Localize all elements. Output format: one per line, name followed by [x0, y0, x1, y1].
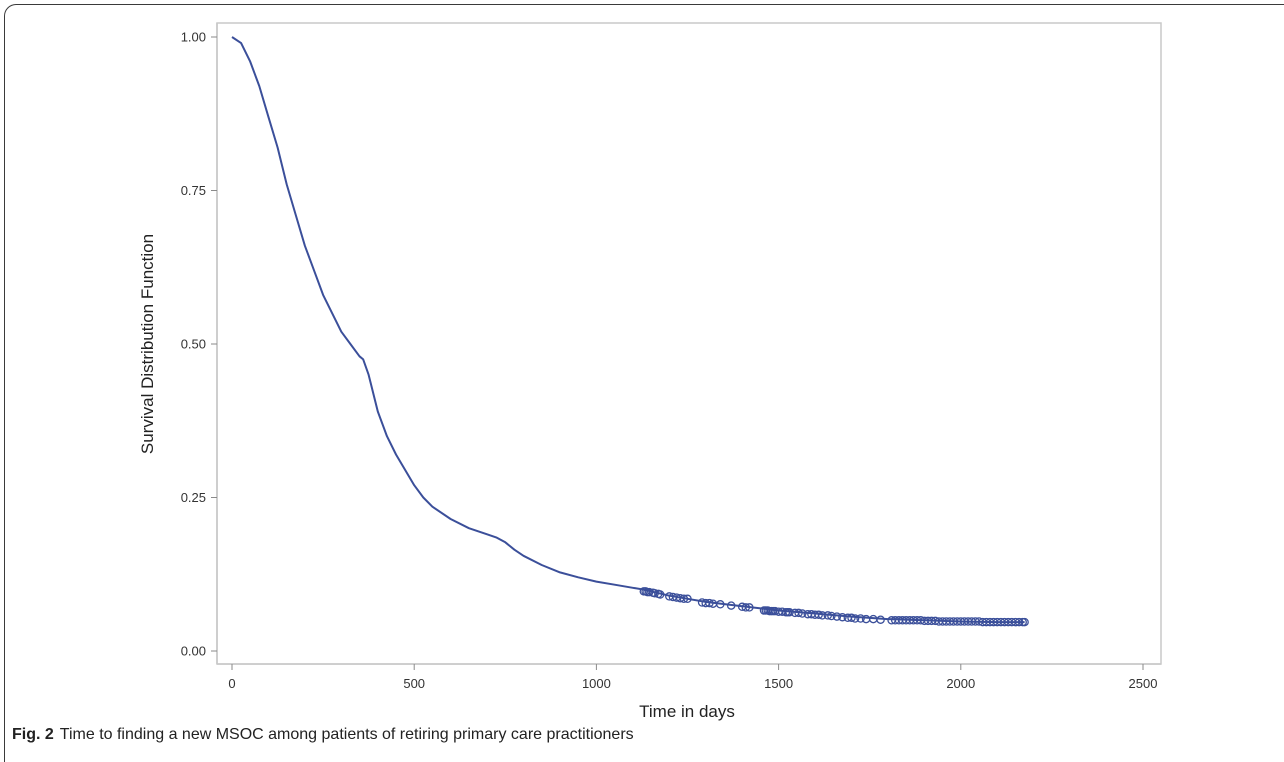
survival-curve-line [231, 36, 1025, 624]
censored-marker [850, 614, 860, 623]
censored-marker [745, 603, 754, 612]
censored-marker [794, 608, 803, 618]
x-tick-label: 500 [403, 676, 425, 691]
censored-marker [655, 590, 665, 599]
figure-caption: Fig. 2 Time to finding a new MSOC among p… [12, 726, 634, 744]
censored-marker [1014, 617, 1024, 627]
chart-marks [231, 36, 1029, 627]
censored-marker [683, 594, 692, 604]
censored-marker [798, 609, 807, 618]
censored-marker [705, 598, 714, 608]
censored-marker [785, 608, 794, 617]
y-axis-title: Survival Distribution Function [138, 234, 157, 454]
x-tick-label: 2500 [1129, 676, 1158, 691]
censored-marker [644, 587, 654, 597]
censored-marker [847, 613, 856, 623]
censored-marker [726, 601, 736, 610]
censored-marker [823, 611, 833, 620]
x-tick-label: 1500 [764, 676, 793, 691]
x-tick-label: 2000 [946, 676, 975, 691]
censored-marker [827, 611, 836, 621]
figure-frame [4, 4, 1284, 762]
y-axis: 0.00 0.25 0.50 0.75 1.00 [181, 23, 218, 664]
censored-marker [650, 589, 659, 598]
figure-label: Fig. 2 [12, 726, 54, 743]
x-axis-title: Time in days [639, 702, 735, 721]
x-axis: 0 500 1000 1500 2000 2500 [217, 663, 1161, 691]
y-tick-label: 0.00 [181, 644, 206, 659]
censored-marker [814, 610, 823, 620]
censored-marker [838, 612, 847, 622]
y-tick-label: 0.25 [181, 490, 206, 505]
censored-marker [856, 614, 865, 623]
plot-area-border [216, 22, 1162, 665]
y-tick-label: 0.75 [181, 183, 206, 198]
censored-marker [679, 594, 689, 604]
censored-marker [876, 615, 885, 624]
censored-marker [716, 600, 725, 609]
figure-caption-text: Time to finding a new MSOC among patient… [59, 726, 634, 743]
censored-marker [1020, 617, 1029, 627]
x-tick-label: 0 [228, 676, 235, 691]
censored-marker [818, 611, 827, 620]
x-tick-label: 1000 [582, 676, 611, 691]
censored-marker [832, 612, 842, 621]
y-tick-label: 1.00 [181, 30, 206, 45]
censored-marker [741, 603, 751, 612]
y-tick-label: 0.50 [181, 337, 206, 352]
